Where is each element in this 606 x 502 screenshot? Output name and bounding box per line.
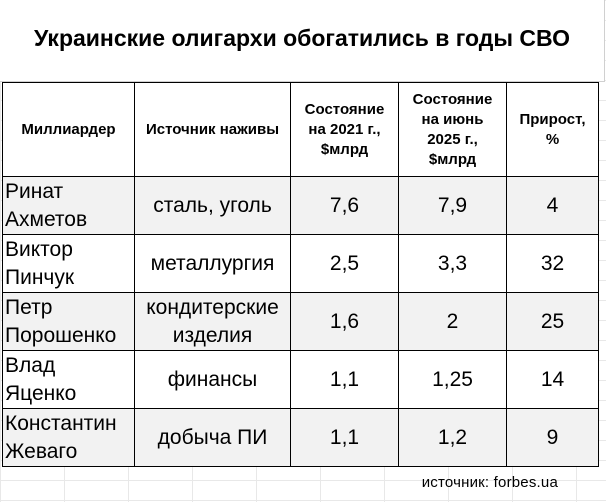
cell-wealth-2025[interactable]: 7,9	[398, 176, 507, 235]
title-cell[interactable]: Украинские олигархи обогатились в годы С…	[0, 0, 605, 82]
table-row: Ринат Ахметов сталь, уголь 7,6 7,9 4	[2, 176, 599, 235]
table-row: Виктор Пинчук металлургия 2,5 3,3 32	[2, 234, 599, 293]
cell-wealth-2021[interactable]: 1,6	[290, 292, 399, 351]
header-growth[interactable]: Прирост, %	[506, 82, 599, 177]
cell-wealth-2021[interactable]: 1,1	[290, 408, 399, 467]
cell-name[interactable]: Влад Яценко	[2, 350, 135, 409]
source-note[interactable]: источник: forbes.ua	[421, 474, 558, 491]
header-wealth-2025[interactable]: Состояние на июнь 2025 г., $млрд	[398, 82, 507, 177]
cell-wealth-2021[interactable]: 1,1	[290, 350, 399, 409]
cell-wealth-2021[interactable]: 2,5	[290, 234, 399, 293]
cell-growth[interactable]: 9	[506, 408, 599, 467]
cell-name[interactable]: Виктор Пинчук	[2, 234, 135, 293]
cell-source[interactable]: финансы	[134, 350, 291, 409]
cell-name[interactable]: Константин Жеваго	[2, 408, 135, 467]
cell-wealth-2025[interactable]: 1,25	[398, 350, 507, 409]
cell-source[interactable]: добыча ПИ	[134, 408, 291, 467]
header-source-of-wealth[interactable]: Источник наживы	[134, 82, 291, 177]
cell-growth[interactable]: 4	[506, 176, 599, 235]
table-row: Петр Порошенко кондитерские изделия 1,6 2 …	[2, 292, 599, 351]
cell-name[interactable]: Ринат Ахметов	[2, 176, 135, 235]
cell-name[interactable]: Петр Порошенко	[2, 292, 135, 351]
cell-growth[interactable]: 14	[506, 350, 599, 409]
page-title: Украинские олигархи обогатились в годы С…	[34, 25, 570, 51]
header-billionaire[interactable]: Миллиардер	[2, 82, 135, 177]
cell-wealth-2021[interactable]: 7,6	[290, 176, 399, 235]
table-row: Влад Яценко финансы 1,1 1,25 14	[2, 350, 599, 409]
cell-source[interactable]: сталь, уголь	[134, 176, 291, 235]
cell-source[interactable]: кондитерские изделия	[134, 292, 291, 351]
table-row: Константин Жеваго добыча ПИ 1,1 1,2 9	[2, 408, 599, 467]
oligarch-table: Миллиардер Источник наживы Состояние на …	[2, 82, 599, 467]
cell-wealth-2025[interactable]: 1,2	[398, 408, 507, 467]
cell-wealth-2025[interactable]: 2	[398, 292, 507, 351]
cell-growth[interactable]: 32	[506, 234, 599, 293]
cell-wealth-2025[interactable]: 3,3	[398, 234, 507, 293]
header-wealth-2021[interactable]: Состояние на 2021 г., $млрд	[290, 82, 399, 177]
cell-growth[interactable]: 25	[506, 292, 599, 351]
cell-source[interactable]: металлургия	[134, 234, 291, 293]
header-row: Миллиардер Источник наживы Состояние на …	[2, 82, 599, 177]
